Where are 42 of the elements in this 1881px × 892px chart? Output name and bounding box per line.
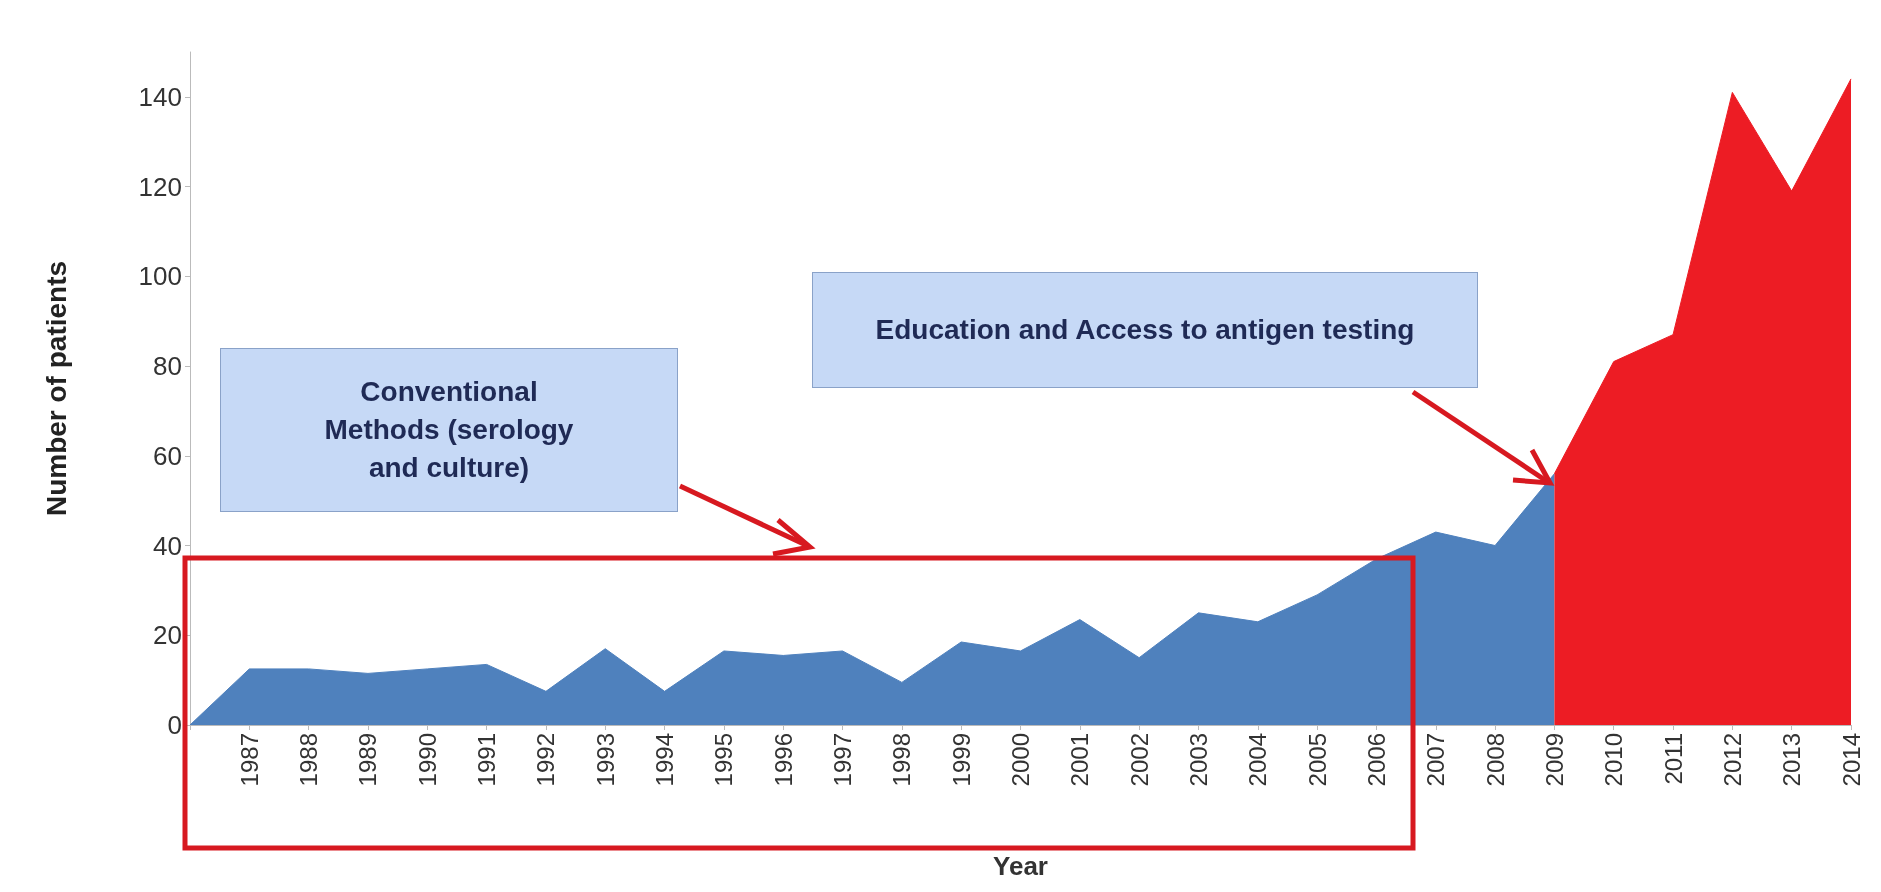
x-tick-label: 1988 <box>295 733 323 787</box>
x-tick-label: 2002 <box>1125 733 1153 787</box>
y-tick-label: 60 <box>153 440 182 471</box>
x-tick-label: 1998 <box>888 733 916 787</box>
x-tick-label: 1993 <box>591 733 619 787</box>
y-tick-label: 140 <box>138 81 182 112</box>
x-tick-label: 1991 <box>473 733 501 787</box>
x-tick-label: 2004 <box>1244 733 1272 787</box>
x-tick-label: 2011 <box>1659 733 1687 785</box>
y-tick-label: 20 <box>153 620 182 651</box>
x-tick-label: 2001 <box>1066 733 1094 787</box>
callout-box: Education and Access to antigen testing <box>812 272 1478 388</box>
x-tick-label: 2013 <box>1778 733 1806 787</box>
callout-box: Conventional Methods (serology and culture) <box>220 348 678 512</box>
x-tick-label: 1987 <box>235 733 263 787</box>
y-tick-label: 80 <box>153 351 182 382</box>
y-tick-label: 100 <box>138 261 182 292</box>
y-tick-label: 0 <box>167 710 182 740</box>
x-tick-label: 1990 <box>413 733 441 787</box>
y-axis-title: Number of patients <box>40 260 72 517</box>
x-tick-label: 2005 <box>1303 733 1331 787</box>
x-tick-label: 2010 <box>1600 733 1628 787</box>
x-tick-label: 2008 <box>1481 733 1509 787</box>
x-tick-label: 1995 <box>710 733 738 787</box>
x-tick-label: 1989 <box>354 733 382 787</box>
x-tick-label: 2012 <box>1718 733 1746 787</box>
x-axis-title: Year <box>993 851 1048 881</box>
x-tick-label: 2003 <box>1184 733 1212 787</box>
x-tick-label: 2006 <box>1362 733 1390 787</box>
x-tick-label: 1999 <box>947 733 975 787</box>
x-tick-label: 2014 <box>1837 733 1865 787</box>
x-tick-label: 2009 <box>1540 733 1568 787</box>
x-tick-label: 1992 <box>532 733 560 787</box>
x-tick-label: 2007 <box>1422 733 1450 787</box>
x-tick-label: 1997 <box>829 733 857 787</box>
x-tick-label: 1994 <box>651 733 679 787</box>
annotation: Education and Access to antigen testing <box>874 313 1416 347</box>
y-tick-label: 120 <box>138 171 182 202</box>
x-tick-label: 2000 <box>1007 733 1034 787</box>
annotation: Conventional Methods (serology and culture) <box>323 375 575 485</box>
x-tick-label: 1996 <box>769 733 797 787</box>
y-tick-label: 40 <box>153 530 182 561</box>
